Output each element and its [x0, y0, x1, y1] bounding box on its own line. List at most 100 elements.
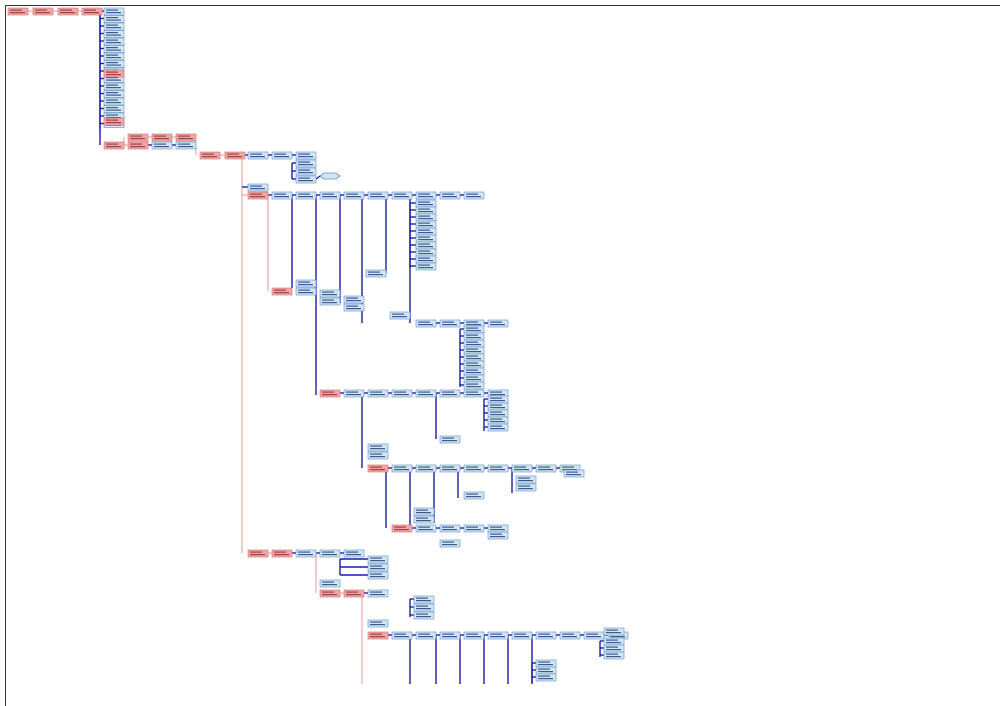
node-text-mark: [106, 71, 118, 73]
node-text-mark: [606, 646, 618, 648]
node-text-mark: [106, 114, 118, 116]
node-text-mark: [106, 49, 121, 51]
node-text-mark: [298, 554, 313, 556]
task-node: [487, 395, 509, 404]
node-text-mark: [154, 146, 169, 148]
node-text-mark: [490, 536, 505, 538]
node-text-mark: [368, 274, 383, 276]
node-text-mark: [562, 633, 574, 635]
node-text-mark: [418, 222, 430, 224]
node-text-mark: [416, 517, 428, 519]
node-text-mark: [106, 24, 118, 26]
node-text-mark: [442, 196, 457, 198]
network-diagram: [7, 7, 629, 684]
node-text-mark: [466, 327, 478, 329]
node-text-mark: [466, 394, 481, 396]
node-text-mark: [394, 469, 409, 471]
node-text-mark: [154, 138, 169, 140]
node-text-mark: [518, 477, 530, 479]
node-text-mark: [418, 211, 433, 213]
node-text-mark: [322, 291, 334, 293]
node-text-mark: [514, 636, 529, 638]
node-text-mark: [466, 633, 478, 635]
node-text-mark: [562, 469, 577, 471]
task-node: [511, 464, 533, 473]
critical-task-node: [175, 133, 197, 142]
task-node: [103, 105, 125, 113]
node-text-mark: [84, 12, 99, 14]
node-text-mark: [106, 117, 121, 119]
node-text-mark: [298, 156, 313, 158]
node-text-mark: [394, 394, 409, 396]
critical-task-node: [103, 69, 125, 78]
task-node: [511, 631, 533, 640]
task-node: [271, 191, 293, 200]
node-text-mark: [106, 94, 121, 96]
node-text-mark: [418, 257, 430, 259]
node-text-mark: [490, 321, 502, 323]
node-text-mark: [106, 17, 118, 19]
node-text-mark: [394, 196, 409, 198]
task-node: [487, 631, 509, 640]
node-text-mark: [518, 480, 533, 482]
task-node: [365, 269, 387, 278]
node-text-mark: [606, 639, 618, 641]
node-text-mark: [538, 671, 553, 673]
node-text-mark: [106, 109, 121, 111]
task-node: [603, 651, 625, 660]
task-node: [415, 227, 437, 236]
node-text-mark: [106, 107, 118, 109]
node-text-mark: [418, 225, 433, 227]
node-text-mark: [370, 568, 385, 570]
task-node: [439, 389, 461, 398]
node-text-mark: [106, 87, 121, 89]
node-text-mark: [490, 466, 502, 468]
node-text-mark: [298, 161, 310, 163]
task-node: [535, 673, 557, 682]
node-text-mark: [466, 365, 481, 367]
node-text-mark: [394, 193, 406, 195]
task-node: [295, 279, 317, 288]
node-text-mark: [490, 400, 505, 402]
node-text-mark: [418, 229, 430, 231]
critical-task-node: [367, 464, 389, 473]
node-text-mark: [106, 54, 118, 56]
task-node: [487, 423, 509, 432]
critical-task-node: [81, 7, 103, 16]
task-node: [343, 191, 365, 200]
critical-task-node: [319, 389, 341, 398]
node-text-mark: [416, 608, 431, 610]
node-text-mark: [418, 469, 433, 471]
node-text-mark: [466, 379, 481, 381]
node-text-mark: [106, 57, 121, 59]
node-text-mark: [106, 12, 121, 14]
node-text-mark: [274, 196, 289, 198]
node-text-mark: [322, 299, 334, 301]
node-text-mark: [606, 632, 621, 634]
task-node: [415, 255, 437, 264]
task-node: [343, 303, 365, 312]
node-text-mark: [106, 39, 118, 41]
task-node: [413, 515, 435, 524]
task-node: [367, 451, 389, 460]
node-text-mark: [346, 300, 361, 302]
task-node: [415, 191, 437, 200]
node-text-mark: [106, 119, 118, 121]
task-node: [439, 191, 461, 200]
node-text-mark: [106, 122, 121, 124]
node-text-mark: [106, 42, 121, 44]
task-node: [463, 631, 485, 640]
task-node: [319, 289, 341, 298]
node-text-mark: [394, 466, 406, 468]
node-text-mark: [418, 250, 430, 252]
node-text-mark: [606, 629, 618, 631]
task-node: [559, 631, 581, 640]
node-text-mark: [466, 386, 481, 388]
node-text-mark: [416, 616, 431, 618]
node-text-mark: [274, 289, 286, 291]
node-text-mark: [394, 633, 406, 635]
task-node: [389, 311, 411, 320]
node-text-mark: [346, 305, 358, 307]
node-text-mark: [442, 321, 454, 323]
task-node: [463, 524, 485, 533]
